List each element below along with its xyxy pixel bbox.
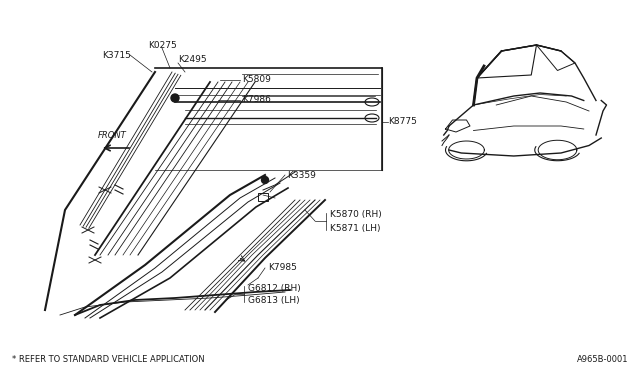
Text: K2495: K2495: [178, 55, 207, 64]
Text: K5870 (RH): K5870 (RH): [330, 211, 381, 219]
Text: K7986: K7986: [242, 96, 271, 105]
Text: K7985: K7985: [268, 263, 297, 273]
Text: * REFER TO STANDARD VEHICLE APPLICATION: * REFER TO STANDARD VEHICLE APPLICATION: [12, 356, 205, 365]
Text: G6812 (RH): G6812 (RH): [248, 283, 301, 292]
Text: K5809: K5809: [242, 76, 271, 84]
Text: K3359: K3359: [287, 170, 316, 180]
Text: K0275: K0275: [148, 41, 177, 49]
Text: K8775: K8775: [388, 118, 417, 126]
Text: K5871 (LH): K5871 (LH): [330, 224, 381, 232]
Text: G6813 (LH): G6813 (LH): [248, 296, 300, 305]
Text: K3715: K3715: [102, 51, 131, 60]
Circle shape: [262, 176, 269, 183]
Circle shape: [171, 94, 179, 102]
Text: A965B-0001: A965B-0001: [577, 356, 628, 365]
Text: FRONT: FRONT: [98, 131, 126, 140]
